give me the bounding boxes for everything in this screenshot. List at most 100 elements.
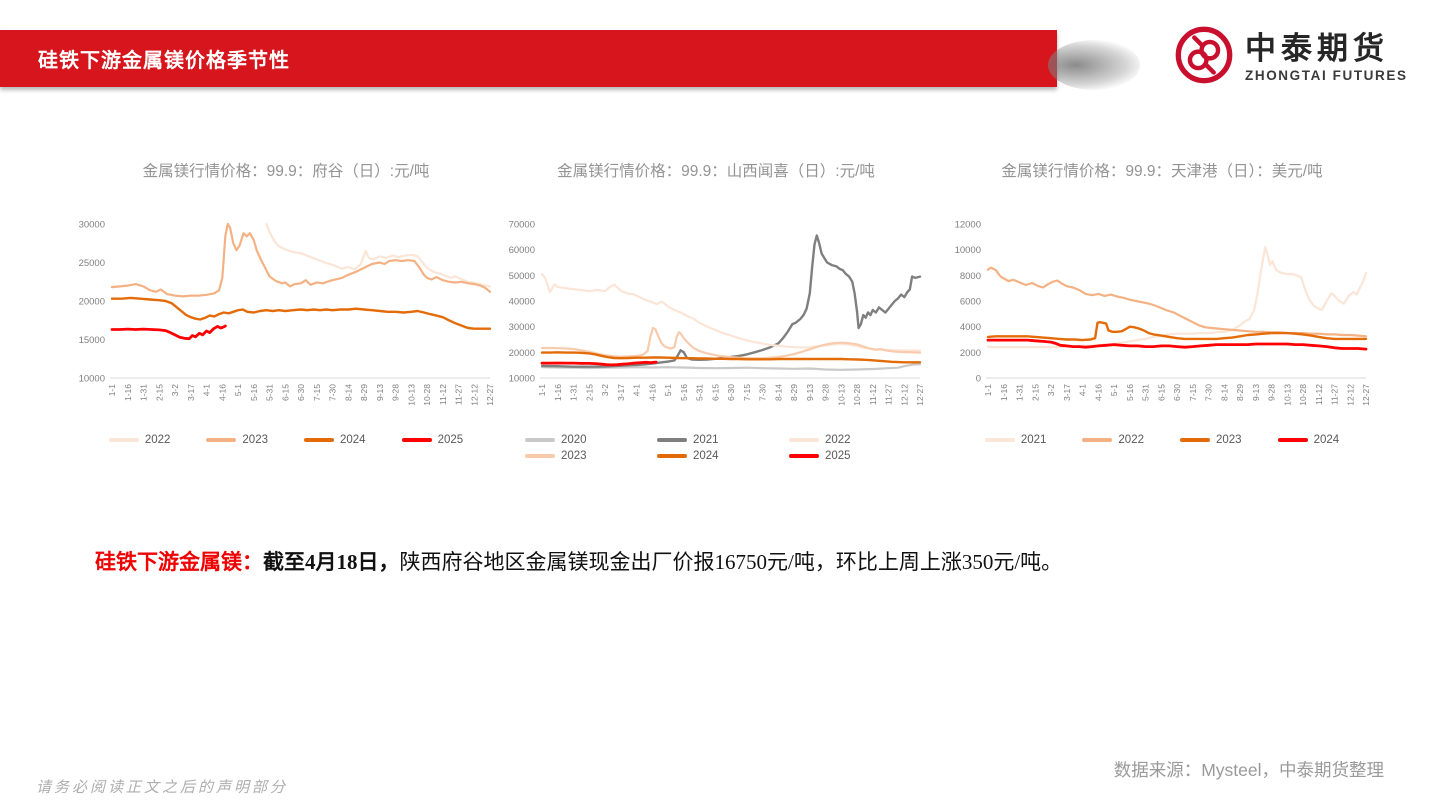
legend-swatch [1082,438,1113,442]
x-axis-label: 5-1 [663,384,673,397]
x-axis-label: 2-15 [584,384,594,401]
zhongtai-logo-icon [1173,24,1235,91]
x-axis-label: 3-17 [1062,384,1072,401]
legend-label: 2023 [242,434,268,446]
x-axis-label: 8-29 [1235,384,1245,401]
legend-label: 2023 [561,450,587,462]
legend-label: 2024 [693,450,719,462]
x-axis-label: 6-30 [296,384,306,401]
x-axis-label: 4-16 [1093,384,1103,401]
legend-label: 2022 [144,434,171,446]
legend-swatch [525,438,555,442]
legend-swatch [789,438,819,442]
legend-label: 2023 [1216,434,1242,446]
x-axis-label: 11-12 [1314,384,1324,405]
legend-swatch [657,454,687,458]
chart-title: 金属镁行情价格：99.9：府谷（日）:元/吨 [142,163,430,180]
x-axis-label: 7-15 [1188,384,1198,401]
legend-swatch [984,438,1015,442]
x-axis-label: 7-30 [328,384,338,401]
legend-swatch [206,438,237,442]
x-axis-label: 12-27 [1361,384,1371,406]
y-axis-label: 50000 [509,271,535,282]
x-axis-label: 5-31 [1141,384,1151,401]
series-line-2022 [540,273,922,352]
x-axis-label: 9-28 [1267,384,1277,401]
y-axis-label: 2000 [960,348,981,359]
series-line-2025 [110,324,227,341]
x-axis-label: 4-1 [1078,384,1088,397]
logo-text: 中泰期货 ZHONGTAI FUTURES [1245,30,1408,83]
x-axis-label: 5-16 [679,384,689,401]
x-axis-label: 7-15 [312,384,322,401]
y-axis-label: 4000 [960,322,981,333]
chart-fugu-price: 金属镁行情价格：99.9：府谷（日）:元/吨 30000 25000 20000 15… [72,150,500,450]
x-axis-label: 9-13 [1251,384,1261,401]
disclaimer-text: 请务必阅读正文之后的声明部分 [36,780,289,796]
x-axis-label: 1-1 [107,384,117,397]
series-line-2024 [540,351,922,364]
legend-row: 2022 2023 2024 2025 [72,434,500,446]
x-axis-label: 10-13 [406,384,416,406]
x-axis-label: 11-12 [868,384,878,405]
y-axis-label: 70000 [509,220,535,231]
legend-swatch [657,438,687,442]
summary-lead: 截至4月18日， [263,550,400,574]
x-axis-label: 1-31 [1015,384,1025,401]
x-axis-label: 4-16 [217,384,227,401]
series-line-2021 [986,246,1368,349]
series-line-2023 [540,326,922,360]
legend-item-2021: 2021 [984,434,1047,446]
y-axis-label: 30000 [79,220,105,231]
x-axis-label: 1-16 [999,384,1009,401]
legend-item-2022: 2022 [108,434,171,446]
legend-item-2025: 2025 [789,450,907,462]
legend-label: 2024 [340,434,366,446]
header-bar: 硅铁下游金属镁价格季节性 [0,30,1057,87]
x-axis-label: 5-16 [1125,384,1135,401]
summary-body: 陕西府谷地区金属镁现金出厂价报16750元/吨，环比上周上涨350元/吨。 [399,550,1063,574]
legend-swatch [1180,438,1210,442]
x-axis-label: 6-30 [1172,384,1182,401]
page-title: 硅铁下游金属镁价格季节性 [38,50,290,72]
x-axis-label: 5-1 [233,384,243,397]
y-axis-label: 20000 [509,348,535,359]
x-axis-label: 7-30 [758,384,768,401]
series-line-2023 [986,321,1368,342]
x-axis-label: 4-1 [632,384,642,397]
x-axis-label: 11-27 [1330,384,1340,405]
y-axis-label: 12000 [955,220,981,231]
x-axis-label: 12-27 [915,384,925,406]
y-axis-label: 8000 [960,271,981,282]
series-line-2023 [110,222,492,298]
legend-label: 2024 [1313,434,1340,446]
series-line-2022 [265,222,492,288]
x-axis-label: 12-27 [485,384,495,406]
logo-name: 中泰期货 [1245,30,1389,66]
header-swoosh-shadow [1048,40,1140,90]
y-axis-label: 10000 [955,245,981,256]
legend-swatch [108,438,139,442]
x-axis-label: 7-30 [1204,384,1214,401]
x-axis-label: 9-28 [391,384,401,401]
y-axis-label: 6000 [960,297,981,308]
x-axis-label: 12-12 [1345,384,1355,406]
y-axis-label: 25000 [79,258,105,269]
legend-label: 2025 [437,434,464,446]
legend-swatch [304,438,334,442]
x-axis-label: 10-13 [836,384,846,406]
x-axis-label: 1-16 [123,384,133,401]
x-axis-label: 11-12 [438,384,448,405]
legend-item-2022: 2022 [1082,434,1144,446]
series-line-2020 [540,363,922,371]
y-axis-label: 15000 [79,335,105,346]
x-axis-label: 11-27 [454,384,464,405]
x-axis-label: 5-1 [1109,384,1119,397]
legend-label: 2021 [1020,434,1047,446]
series-line-2022 [986,266,1368,338]
x-axis-label: 10-28 [1298,384,1308,406]
x-axis-label: 4-1 [202,384,212,397]
x-axis-label: 5-31 [695,384,705,401]
